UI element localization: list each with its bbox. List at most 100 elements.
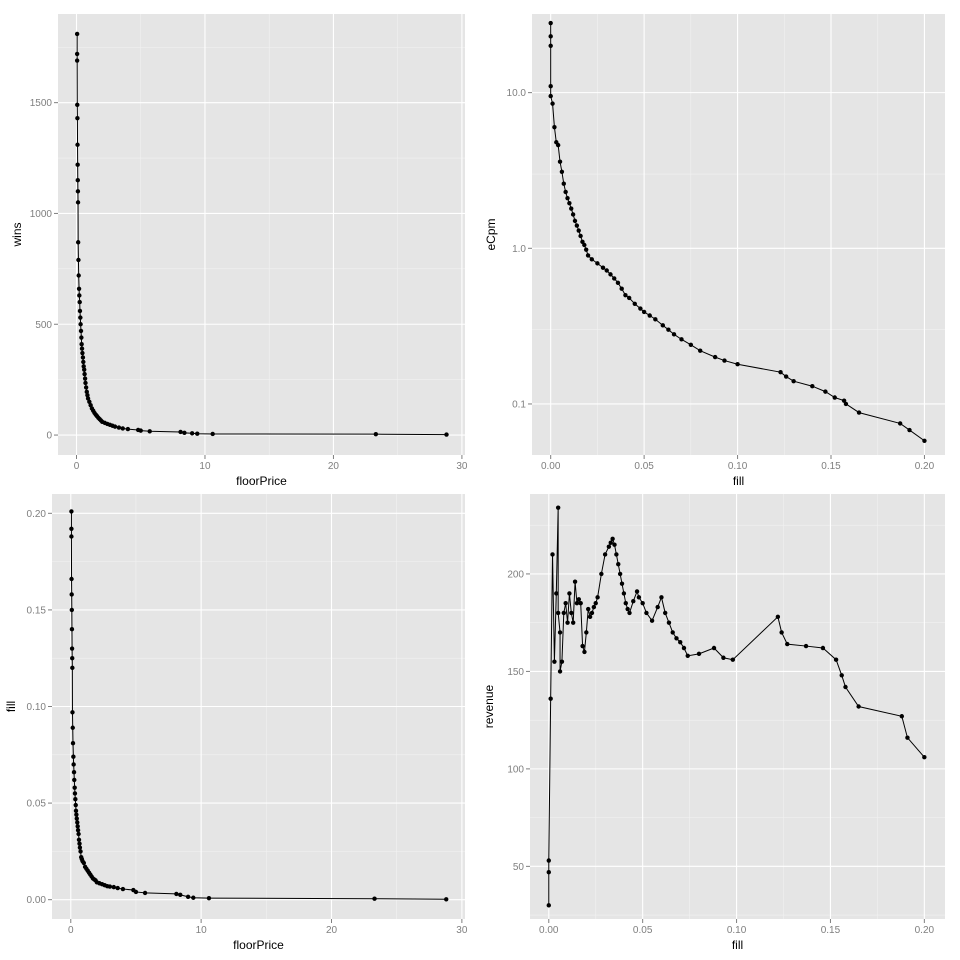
- data-point: [778, 369, 783, 375]
- data-point: [711, 645, 717, 651]
- data-point: [75, 820, 80, 825]
- data-point: [178, 429, 183, 435]
- panel-background: [58, 14, 465, 455]
- data-point: [557, 669, 563, 674]
- data-point: [71, 754, 76, 759]
- data-point: [82, 371, 87, 377]
- data-point: [81, 364, 86, 369]
- data-point: [84, 389, 89, 395]
- data-point: [832, 395, 837, 400]
- data-point: [922, 754, 927, 760]
- data-point: [546, 858, 551, 863]
- x-tick-label: 0.10: [728, 461, 748, 472]
- data-point: [582, 649, 587, 655]
- data-point: [83, 385, 89, 390]
- data-point: [606, 544, 612, 549]
- data-point: [70, 741, 76, 746]
- data-point: [625, 606, 630, 612]
- data-point: [623, 600, 628, 606]
- chart-panel-revenue-vs-fill: 0.00 0.05 0.10 0.15 0.20 50 100 150 200 fill reven…: [482, 494, 945, 952]
- data-point: [670, 630, 675, 635]
- data-point: [570, 620, 576, 625]
- data-point: [210, 431, 215, 437]
- data-point: [550, 101, 555, 106]
- data-point: [565, 195, 570, 201]
- data-point: [76, 273, 81, 278]
- y-tick-label: 0.00: [27, 895, 47, 906]
- y-tick-label: 0.20: [27, 509, 47, 520]
- data-point: [138, 428, 143, 433]
- y-tick-label: 0.1: [512, 399, 526, 410]
- y-tick-label: 10.0: [507, 88, 527, 99]
- x-tick-label: 0: [68, 925, 74, 936]
- data-point: [696, 651, 702, 657]
- data-point: [608, 540, 613, 545]
- data-point: [569, 610, 574, 616]
- data-point: [561, 610, 566, 616]
- data-point: [616, 561, 621, 567]
- data-point: [578, 233, 583, 239]
- data-point: [75, 178, 80, 183]
- data-point: [76, 286, 82, 291]
- data-point: [548, 34, 553, 39]
- data-point: [671, 332, 677, 337]
- y-tick-label: 50: [513, 862, 525, 873]
- y-tick-label: 200: [507, 569, 524, 580]
- x-axis-title: fill: [733, 474, 744, 488]
- x-tick-label: 0.20: [915, 461, 935, 472]
- data-point: [905, 735, 910, 740]
- data-point: [640, 600, 645, 606]
- data-point: [823, 389, 828, 394]
- data-point: [554, 591, 559, 596]
- y-tick-label: 0.10: [27, 702, 47, 713]
- data-point: [78, 322, 83, 327]
- data-point: [663, 610, 668, 616]
- data-point: [557, 159, 563, 164]
- data-point: [563, 600, 568, 606]
- series-line: [548, 507, 925, 906]
- data-point: [69, 607, 75, 613]
- data-point: [584, 630, 589, 635]
- data-point: [655, 604, 660, 610]
- data-point: [614, 552, 619, 557]
- data-point: [666, 327, 671, 332]
- data-point: [189, 431, 195, 436]
- data-point: [78, 315, 83, 320]
- x-tick-label: 0: [74, 461, 80, 472]
- data-point: [444, 432, 449, 437]
- data-point: [593, 600, 598, 606]
- data-point: [69, 592, 74, 597]
- data-point: [557, 630, 563, 635]
- data-point: [206, 895, 212, 901]
- data-point: [77, 845, 83, 850]
- y-axis-title: eCpm: [484, 218, 498, 250]
- y-tick-label: 0: [46, 431, 52, 442]
- data-point: [548, 43, 553, 48]
- data-point: [576, 228, 581, 233]
- data-point: [107, 884, 113, 889]
- data-point: [444, 897, 449, 902]
- data-point: [730, 657, 736, 662]
- y-tick-label: 0.05: [27, 799, 47, 810]
- chart-panel-fill-vs-floorPrice: 0 10 20 30 0.00 0.05 0.10 0.15 0.20 floorPrice fil…: [4, 494, 468, 952]
- data-point: [116, 425, 122, 430]
- y-axis-title: revenue: [482, 684, 496, 728]
- data-point: [574, 600, 580, 606]
- data-point: [111, 884, 116, 890]
- data-point: [76, 257, 81, 263]
- data-point: [604, 268, 609, 273]
- data-point: [712, 354, 718, 360]
- data-point: [555, 142, 561, 148]
- data-point: [552, 659, 557, 664]
- y-tick-label: 1.0: [512, 244, 526, 255]
- data-point: [195, 431, 200, 436]
- x-tick-label: 0.15: [821, 461, 841, 472]
- data-point: [897, 421, 903, 426]
- data-point: [73, 802, 78, 808]
- data-point: [586, 606, 591, 612]
- x-tick-label: 0.05: [634, 461, 654, 472]
- data-point: [74, 31, 80, 37]
- data-point: [69, 534, 74, 539]
- data-point: [79, 342, 84, 347]
- data-point: [612, 542, 617, 547]
